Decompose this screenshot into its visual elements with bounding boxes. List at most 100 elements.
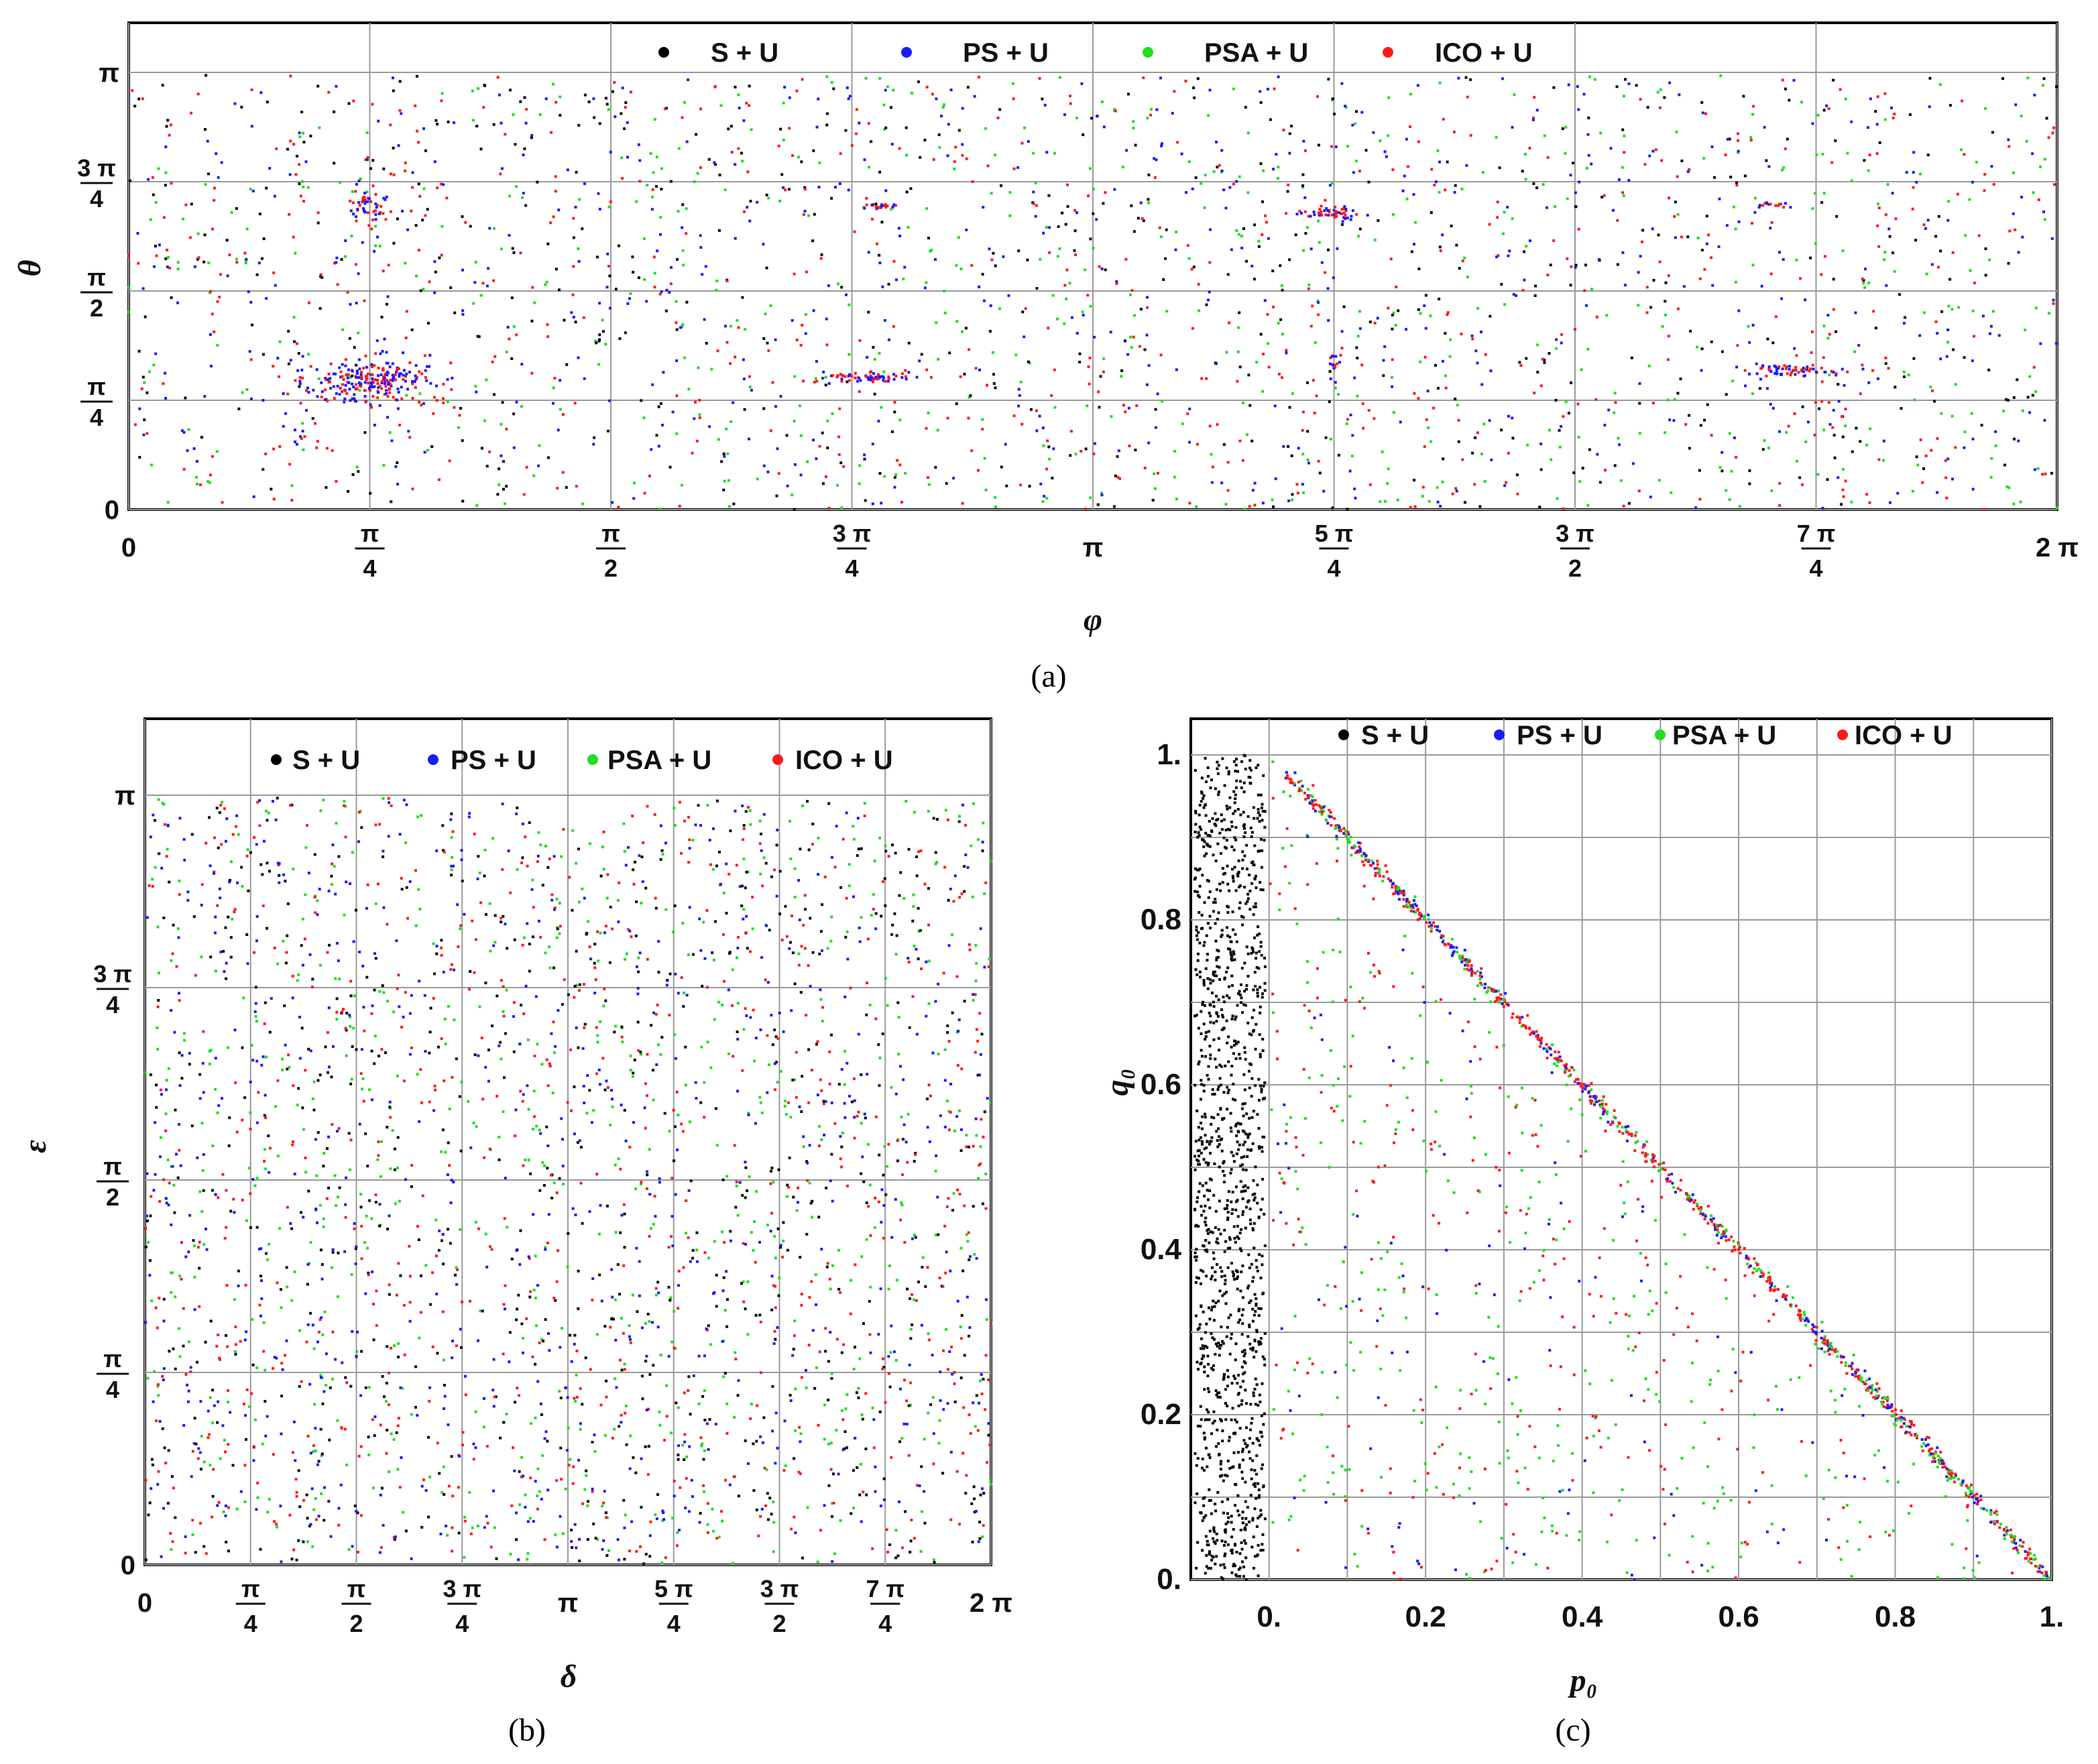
scatter-point-s (1064, 223, 1067, 226)
scatter-point-ico (1875, 152, 1879, 156)
scatter-point-s (287, 362, 290, 365)
scatter-point-s (371, 159, 375, 162)
scatter-point-ps (265, 297, 268, 300)
scatter-point-ps (376, 235, 379, 239)
scatter-point-s (1355, 110, 1358, 113)
scatter-point-ico (397, 1417, 400, 1420)
scatter-point-ps (1267, 237, 1270, 240)
scatter-point-s (616, 1263, 620, 1267)
scatter-point-psa (1554, 205, 1556, 209)
scatter-point-ico (688, 838, 691, 841)
scatter-point-s (1358, 227, 1362, 231)
scatter-point-psa (651, 195, 654, 198)
scatter-point-ico (213, 198, 216, 202)
scatter-point-psa (1586, 504, 1590, 507)
cluster-point (850, 375, 854, 377)
scatter-point-psa (467, 1100, 470, 1103)
scatter-point-ps (373, 424, 376, 426)
cluster-point (360, 371, 363, 374)
scatter-point-psa (746, 1333, 750, 1336)
scatter-point-ico (1425, 418, 1428, 421)
cluster-point (1342, 211, 1346, 215)
scatter-point-s (555, 268, 558, 271)
scatter-point-psa (614, 1024, 618, 1028)
scatter-point-ico (278, 445, 282, 448)
scatter-point-ps (825, 317, 828, 320)
scatter-point-ico (223, 807, 226, 811)
scatter-point-ico (767, 349, 770, 353)
cluster-point (371, 373, 374, 377)
scatter-point-ps (1674, 236, 1677, 239)
scatter-point-psa (712, 958, 715, 961)
scatter-point-ico (787, 1185, 791, 1189)
scatter-point-psa (198, 1190, 202, 1193)
scatter-point-s (302, 1540, 305, 1543)
scatter-point-s (748, 84, 751, 88)
scatter-point-psa (994, 495, 997, 499)
scatter-point-psa (1100, 101, 1104, 103)
scatter-point-ico (553, 377, 557, 379)
scatter-point-psa (551, 1092, 555, 1095)
scatter-point-s (202, 260, 206, 263)
scatter-point-psa (527, 1108, 530, 1111)
scatter-point-psa (1421, 495, 1424, 498)
scatter-point-s (192, 915, 196, 919)
scatter-point-psa (484, 1232, 487, 1236)
cluster-point (361, 197, 365, 200)
scatter-point-ico (284, 1354, 286, 1357)
scatter-point-s (774, 1338, 777, 1341)
scatter-point-ico (496, 1094, 499, 1098)
cluster-point (1800, 369, 1803, 371)
scatter-point-ico (646, 805, 649, 808)
scatter-point-ps (522, 192, 525, 195)
scatter-point-ps (1804, 298, 1807, 302)
scatter-point-s (392, 146, 395, 150)
scatter-point-psa (392, 1010, 396, 1014)
scatter-point-s (438, 256, 441, 259)
scatter-point-psa (478, 1005, 481, 1008)
scatter-point-ico (333, 261, 336, 265)
scatter-point-ps (1928, 105, 1931, 109)
scatter-point-s (234, 1352, 237, 1356)
scatter-point-ico (289, 804, 292, 807)
scatter-point-ps (1155, 108, 1159, 111)
scatter-point-psa (935, 1234, 937, 1237)
scatter-point-psa (1056, 255, 1059, 258)
scatter-point-ico (685, 1477, 688, 1480)
scatter-point-psa (146, 1376, 150, 1380)
scatter-point-psa (947, 1110, 951, 1113)
scatter-point-ps (1489, 369, 1493, 373)
scatter-point-psa (1225, 351, 1228, 354)
scatter-point-psa (888, 1265, 891, 1267)
scatter-point-psa (207, 261, 211, 265)
scatter-point-s (632, 868, 635, 872)
cluster-point (363, 381, 367, 384)
scatter-point-s (284, 961, 288, 965)
cluster-point (359, 373, 363, 376)
scatter-point-ico (1799, 277, 1802, 280)
scatter-point-psa (1763, 439, 1766, 442)
cluster-point (1786, 372, 1789, 375)
scatter-point-ico (1138, 345, 1141, 348)
cluster-point (1313, 213, 1316, 217)
scatter-point-ico (550, 1173, 552, 1177)
scatter-point-ps (791, 319, 794, 322)
scatter-point-ico (729, 362, 732, 365)
scatter-point-s (778, 870, 782, 873)
scatter-point-s (1355, 346, 1358, 349)
scatter-point-psa (791, 493, 794, 497)
cluster-point (383, 375, 386, 378)
scatter-point-s (729, 1230, 732, 1233)
scatter-point-ico (349, 980, 353, 983)
scatter-point-s (498, 467, 501, 471)
scatter-point-psa (696, 172, 699, 175)
scatter-point-psa (938, 1419, 941, 1422)
scatter-point-ps (1867, 381, 1871, 384)
scatter-point-psa (2043, 158, 2046, 161)
scatter-point-ico (363, 1029, 366, 1033)
scatter-point-ico (158, 1297, 161, 1300)
scatter-point-psa (509, 1552, 512, 1555)
scatter-point-s (520, 1322, 524, 1326)
scatter-point-s (1786, 137, 1789, 141)
